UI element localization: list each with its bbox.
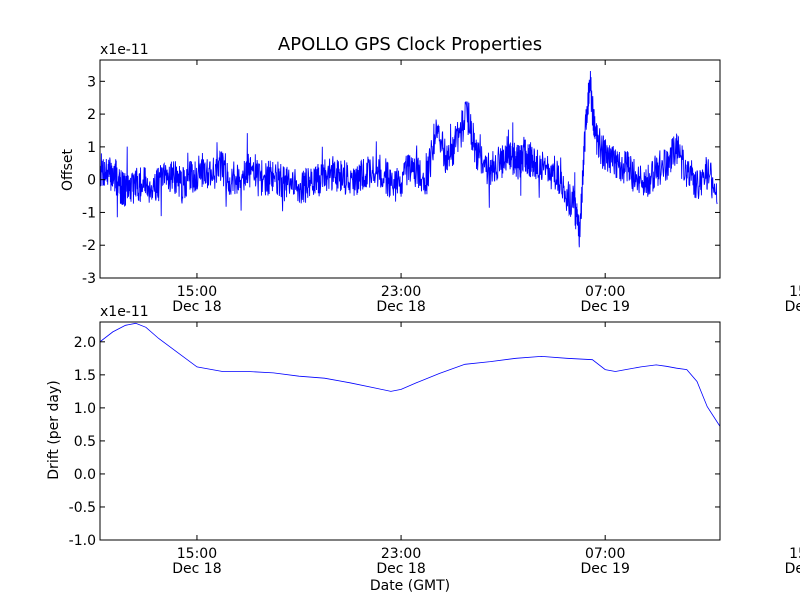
drift-panel: x1e-11 Drift (per day) Date (GMT) -1.0 -0…	[46, 304, 800, 594]
drift-x-tick-date: Dec 19	[581, 561, 630, 577]
drift-y-tick-label: 1.5	[74, 368, 96, 384]
offset-x-tick-date: Dec 18	[376, 299, 425, 315]
offset-x-tick-time: 15:00	[789, 284, 800, 300]
offset-y-axis-label: Offset	[60, 148, 76, 191]
x-axis-label: Date (GMT)	[370, 578, 450, 594]
chart-title: APOLLO GPS Clock Properties	[278, 34, 542, 55]
offset-x-tick-date: Dec 18	[172, 299, 221, 315]
drift-x-tick-time: 07:00	[585, 546, 625, 562]
drift-x-tick-date: Dec 19	[785, 561, 800, 577]
offset-y-multiplier: x1e-11	[100, 42, 149, 58]
drift-x-tick-date: Dec 18	[376, 561, 425, 577]
offset-x-tick-time: 07:00	[585, 284, 625, 300]
offset-x-tick-date: Dec 19	[785, 299, 800, 315]
drift-x-tick-time: 23:00	[381, 546, 421, 562]
offset-y-tick-label: -1	[82, 205, 96, 221]
drift-y-tick-label: -1.0	[69, 533, 96, 549]
offset-y-tick-label: -2	[82, 238, 96, 254]
drift-y-tick-label: -0.5	[69, 500, 96, 516]
drift-y-tick-label: 0.5	[74, 434, 96, 450]
offset-y-tick-label: 1	[87, 140, 96, 156]
drift-series-line	[100, 322, 720, 427]
offset-plot-frame	[99, 59, 721, 279]
drift-y-multiplier: x1e-11	[100, 304, 149, 320]
drift-x-tick-time: 15:00	[177, 546, 217, 562]
offset-series-line	[100, 70, 718, 248]
drift-y-axis-label: Drift (per day)	[46, 380, 62, 479]
offset-y-tick-label: -3	[82, 271, 96, 287]
offset-x-tick-time: 23:00	[381, 284, 421, 300]
drift-y-tick-label: 0.0	[74, 467, 96, 483]
offset-y-tick-label: 3	[87, 74, 96, 90]
drift-y-tick-label: 1.0	[74, 401, 96, 417]
offset-x-tick-time: 15:00	[177, 284, 217, 300]
drift-x-tick-date: Dec 18	[172, 561, 221, 577]
offset-y-tick-label: 2	[87, 107, 96, 123]
drift-y-tick-label: 2.0	[74, 335, 96, 351]
offset-y-tick-label: 0	[87, 173, 96, 189]
offset-x-tick-date: Dec 19	[581, 299, 630, 315]
drift-plot-frame	[99, 321, 721, 541]
drift-x-tick-time: 15:00	[789, 546, 800, 562]
